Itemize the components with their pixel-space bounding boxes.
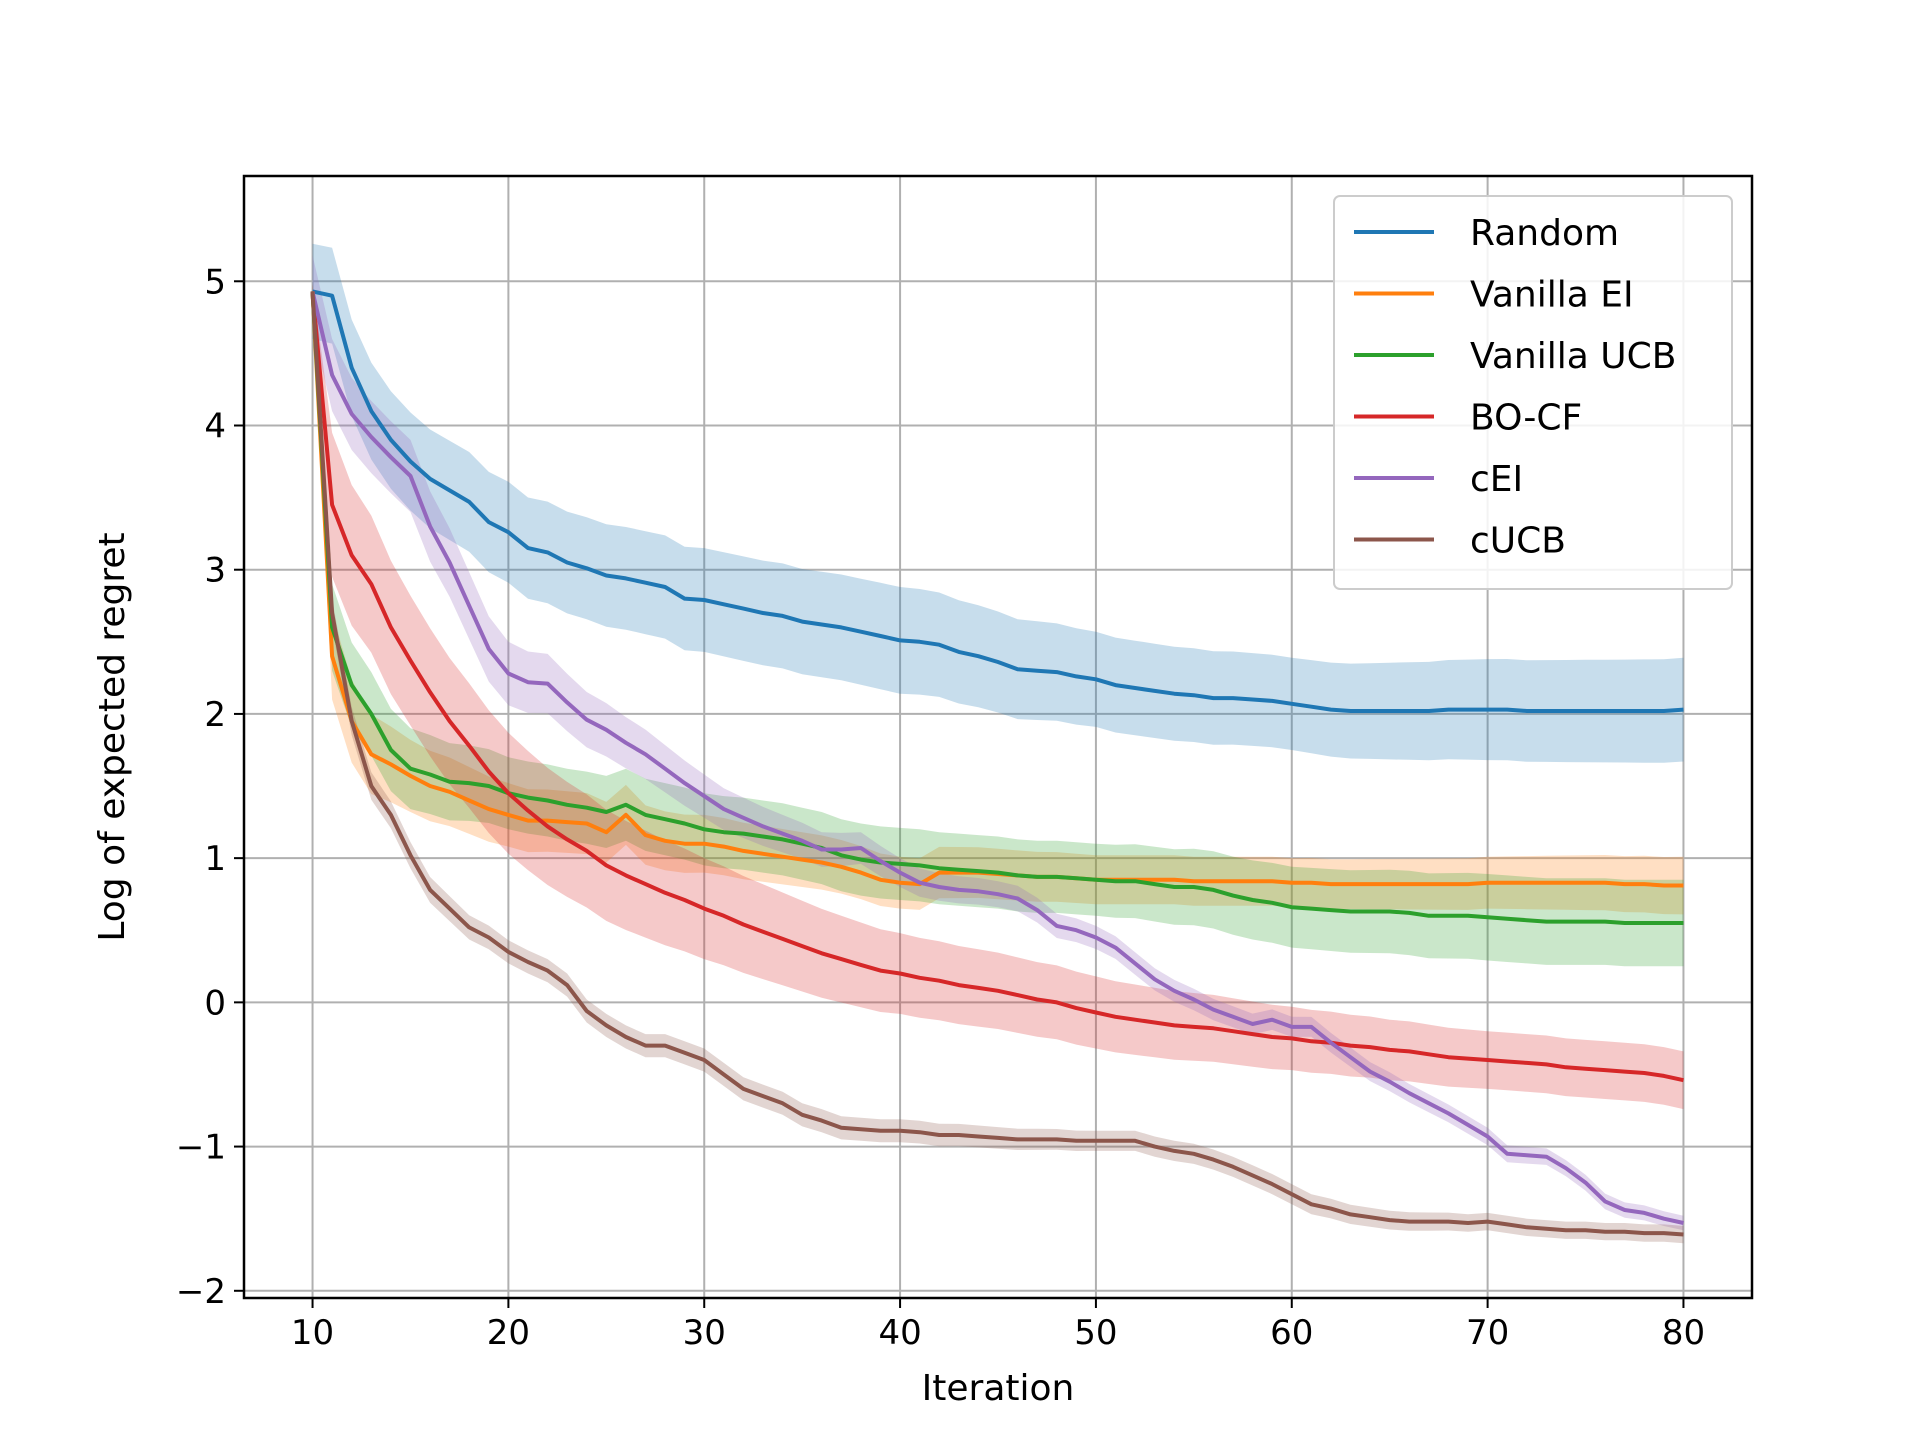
- y-tick-label: −1: [176, 1128, 226, 1168]
- y-tick-label: 5: [204, 262, 226, 302]
- y-tick-label: 4: [204, 406, 226, 446]
- series-line-vanilla-ucb: [310, 291, 1684, 925]
- series-line-random: [312, 289, 1684, 713]
- legend-label-vanilla-ucb: Vanilla UCB: [1470, 336, 1676, 377]
- series-lines: [310, 289, 1684, 1237]
- x-tick-label: 60: [1270, 1313, 1313, 1353]
- axis-ticks: 10 20 30 40 50 60 70 80 −2 −1 0 1 2 3 4 5: [176, 262, 1705, 1353]
- x-axis-label: Iteration: [922, 1368, 1075, 1409]
- legend-label-bo-cf: BO-CF: [1470, 398, 1582, 439]
- legend: Random Vanilla EI Vanilla UCB BO-CF cEI cUCB: [1333, 195, 1733, 590]
- y-tick-label: 2: [204, 695, 226, 735]
- legend-label-vanilla-ei: Vanilla EI: [1470, 275, 1634, 316]
- x-tick-label: 40: [878, 1313, 921, 1353]
- confidence-bands: [312, 243, 1684, 1244]
- series-line-cucb: [310, 291, 1684, 1237]
- legend-label-cucb: cUCB: [1470, 521, 1566, 562]
- x-tick-label: 80: [1662, 1313, 1705, 1353]
- x-tick-label: 70: [1466, 1313, 1509, 1353]
- x-tick-label: 20: [487, 1313, 530, 1353]
- x-tick-label: 50: [1074, 1313, 1117, 1353]
- band-cei: [312, 255, 1684, 1231]
- band-random: [312, 243, 1684, 763]
- x-tick-label: 10: [291, 1313, 334, 1353]
- y-tick-label: 0: [204, 983, 226, 1023]
- series-line-cei: [310, 290, 1684, 1225]
- y-axis-label: Log of expected regret: [92, 532, 133, 941]
- legend-label-cei: cEI: [1470, 459, 1523, 500]
- series-line-bo-cf: [310, 291, 1684, 1083]
- legend-label-random: Random: [1470, 213, 1619, 254]
- y-tick-label: 1: [204, 839, 226, 879]
- plot-frame: [242, 174, 1754, 1300]
- y-tick-label: 3: [204, 551, 226, 591]
- y-tick-label: −2: [176, 1272, 226, 1312]
- band-bo-cf: [312, 284, 1684, 1110]
- x-tick-label: 30: [683, 1313, 726, 1353]
- band-vanilla-ucb: [312, 284, 1684, 967]
